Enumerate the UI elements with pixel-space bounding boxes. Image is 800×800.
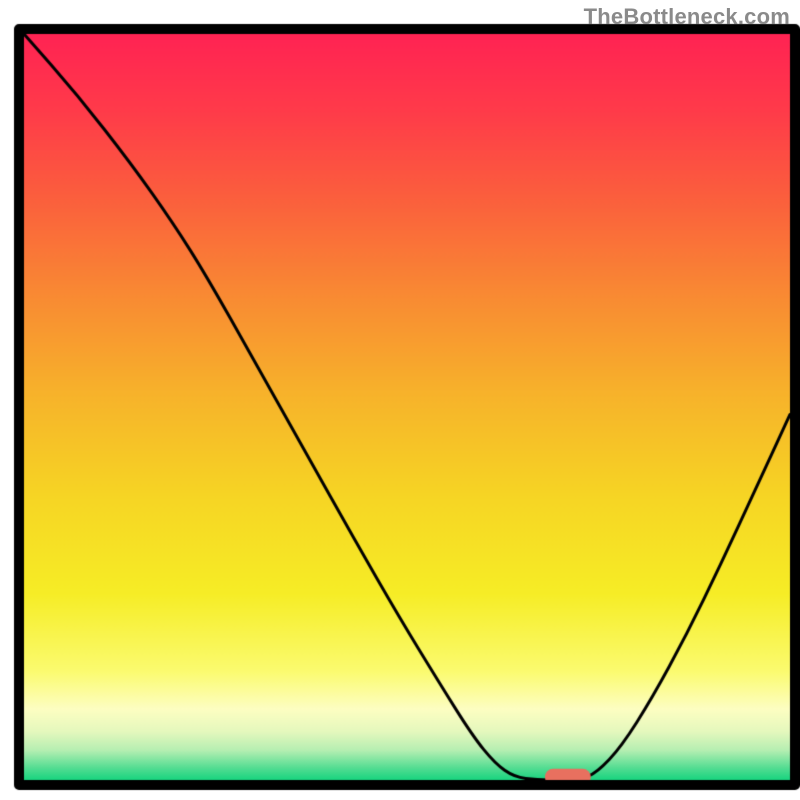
bottleneck-chart: TheBottleneck.com [0,0,800,800]
chart-canvas [0,0,800,800]
watermark-label: TheBottleneck.com [584,4,790,30]
